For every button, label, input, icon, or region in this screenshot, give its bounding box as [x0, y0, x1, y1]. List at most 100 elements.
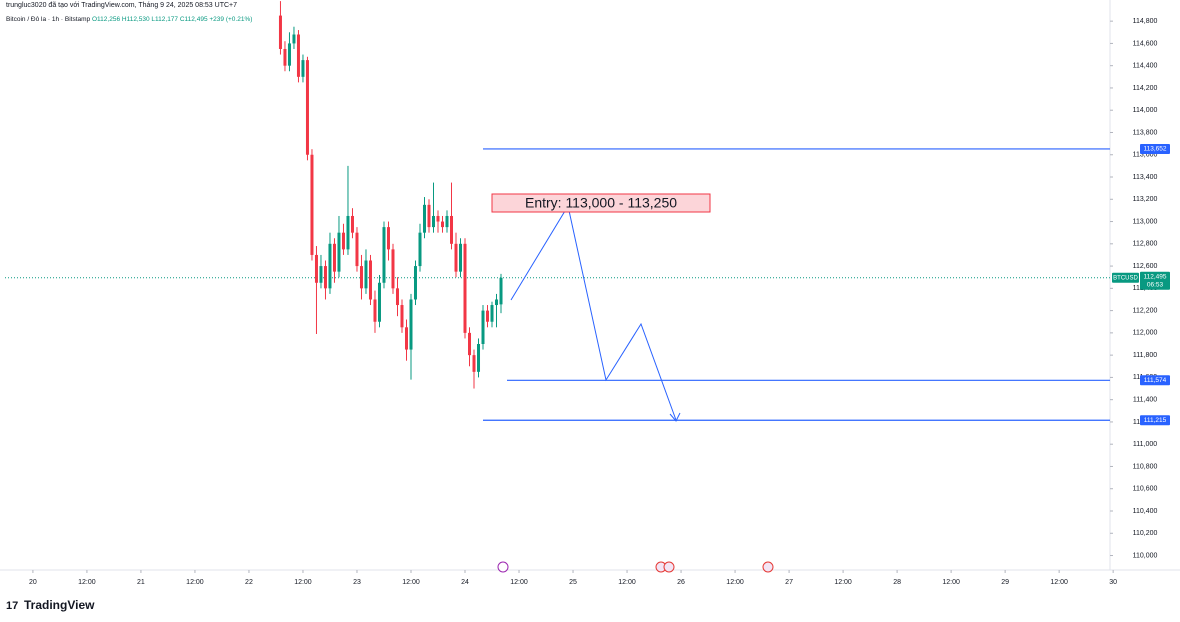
candle-body: [400, 305, 404, 328]
candle-body: [440, 221, 444, 228]
candle-body: [431, 215, 435, 228]
change: +239 (+0.21%): [209, 16, 252, 23]
x-tick-label: 12:00: [402, 579, 420, 586]
candle-body: [477, 344, 481, 372]
x-tick-label: 12:00: [942, 579, 960, 586]
y-tick-label: 114,200: [1133, 85, 1158, 92]
x-tick-label: 12:00: [618, 579, 636, 586]
price-label-box: [1140, 143, 1170, 154]
x-tick-label: 29: [1001, 579, 1009, 586]
x-tick-label: 26: [677, 579, 685, 586]
x-tick-label: 12:00: [1050, 579, 1068, 586]
candle-body: [427, 204, 431, 228]
y-tick-label: 114,000: [1133, 107, 1158, 114]
x-tick-label: 12:00: [186, 579, 204, 586]
x-tick-label: 21: [137, 579, 145, 586]
x-tick-label: 30: [1109, 579, 1117, 586]
y-tick-label: 111,800: [1133, 352, 1157, 359]
candle-body: [490, 305, 494, 322]
y-tick-label: 112,600: [1133, 263, 1158, 270]
candle-body: [413, 266, 417, 300]
annotation: Entry: 113,000 - 113,250: [525, 195, 677, 211]
candle-body: [314, 254, 318, 283]
y-tick-label: 111,400: [1133, 397, 1157, 404]
x-tick-label: 12:00: [726, 579, 744, 586]
candle-body: [323, 266, 327, 289]
y-tick-label: 114,800: [1133, 18, 1158, 25]
symbol-box: [1112, 272, 1139, 283]
y-tick-label: 110,400: [1133, 508, 1158, 515]
y-tick-label: 114,400: [1133, 63, 1158, 70]
path-drawing: [510, 204, 677, 421]
candle-body: [472, 355, 476, 372]
y-tick-label: 112,000: [1133, 330, 1158, 337]
candle-body: [364, 260, 368, 289]
candle-body: [409, 299, 413, 350]
y-tick-label: 112,800: [1133, 241, 1158, 248]
event-icon[interactable]: [762, 561, 774, 573]
price-label: 113,652: [1143, 146, 1166, 153]
x-tick-label: 12:00: [510, 579, 528, 586]
y-tick-label: 113,600: [1133, 152, 1158, 159]
ohlc: C112,495: [180, 16, 208, 23]
ohlc: O112,256: [92, 16, 120, 23]
candle-body: [296, 34, 300, 77]
legend: Bitcoin / Đô la · 1h · Bitstamp O112,256…: [6, 16, 252, 23]
x-tick-label: 24: [461, 579, 469, 586]
logo-mark: 17: [6, 600, 18, 612]
candle-body: [355, 232, 359, 267]
countdown: 06:53: [1147, 281, 1164, 288]
candle-body: [332, 243, 336, 272]
candle-body: [468, 332, 472, 356]
price-label: 111,215: [1144, 417, 1167, 424]
candle-body: [445, 215, 449, 228]
y-tick-label: 113,000: [1133, 218, 1158, 225]
y-tick-label: 110,000: [1133, 552, 1158, 559]
event-icon[interactable]: [663, 561, 675, 573]
candle-body: [377, 282, 381, 322]
x-tick-label: 27: [785, 579, 793, 586]
x-tick-label: 12:00: [834, 579, 852, 586]
candle-body: [283, 48, 287, 66]
x-tick-label: 12:00: [78, 579, 96, 586]
y-tick-label: 113,400: [1133, 174, 1158, 181]
candle-body: [481, 310, 485, 345]
header: trungluc3020 đã tạo với TradingView.com,…: [6, 2, 237, 9]
last-price-label: 112,495: [1143, 273, 1166, 280]
price-label: 111,574: [1144, 377, 1167, 384]
y-tick-label: 110,600: [1133, 486, 1158, 493]
event-icon[interactable]: [497, 561, 509, 573]
candle-body: [382, 227, 386, 283]
candle-body: [450, 215, 454, 244]
candle-body: [319, 266, 323, 283]
ohlc: H112,530: [122, 16, 150, 23]
candle-body: [404, 327, 408, 350]
x-tick-label: 22: [245, 579, 253, 586]
candle-body: [463, 243, 467, 333]
candle-body: [305, 60, 309, 155]
candle-body: [373, 299, 377, 322]
y-tick-label: 111,000: [1133, 441, 1157, 448]
candle-body: [386, 227, 390, 250]
candle-body: [454, 243, 458, 272]
candle-body: [459, 243, 463, 272]
y-tick-label: 112,200: [1133, 307, 1158, 314]
x-tick-label: 28: [893, 579, 901, 586]
candle-body: [395, 288, 399, 306]
x-tick-label: 23: [353, 579, 361, 586]
last-price-box: [1140, 271, 1170, 290]
price-label-box: [1140, 415, 1170, 426]
candle-body: [391, 249, 395, 289]
y-tick-label: 110,200: [1133, 530, 1158, 537]
candle-body: [486, 310, 490, 322]
candle-body: [499, 277, 503, 305]
candle-body: [341, 232, 345, 250]
candle-body: [368, 260, 372, 300]
y-tick-label: 113,200: [1133, 196, 1158, 203]
candle-body: [328, 243, 332, 289]
annotation-box: [491, 193, 711, 213]
y-tick-label: 110,800: [1133, 463, 1158, 470]
candle-body: [422, 204, 426, 233]
arrow-head: [669, 412, 681, 422]
